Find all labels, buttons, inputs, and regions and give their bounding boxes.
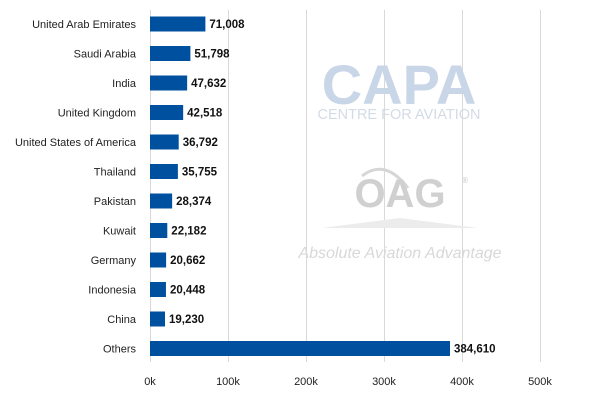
watermark-brand-sub: CENTRE FOR AVIATION <box>317 107 480 123</box>
category-label: Kuwait <box>103 226 136 238</box>
gridlines <box>150 10 541 362</box>
category-label: United Arab Emirates <box>32 19 136 31</box>
value-label: 36,792 <box>183 137 218 149</box>
value-labels: 71,008 51,798 47,632 42,518 36,792 35,755 28,3… <box>169 19 496 356</box>
category-label: Pakistan <box>94 196 136 208</box>
oag-underline-icon <box>322 218 478 228</box>
bar <box>150 134 179 150</box>
bar <box>150 282 166 297</box>
value-label: 28,374 <box>176 196 212 208</box>
value-label: 20,662 <box>170 255 205 267</box>
bar <box>150 105 184 120</box>
value-label: 42,518 <box>187 108 223 120</box>
oag-swoosh-icon <box>361 167 410 189</box>
bar <box>150 75 188 91</box>
category-label: Saudi Arabia <box>74 49 137 61</box>
category-label: China <box>107 314 137 326</box>
value-label: 384,610 <box>454 344 496 356</box>
category-label: Others <box>103 344 137 356</box>
value-label: 22,182 <box>171 226 206 238</box>
watermark-brand: CAPA <box>322 53 477 116</box>
bar <box>150 311 165 327</box>
bar <box>150 193 173 209</box>
bar <box>150 164 178 179</box>
value-label: 71,008 <box>209 19 245 31</box>
x-tick-label: 200k <box>294 376 318 388</box>
value-label: 47,632 <box>191 78 226 90</box>
watermark: CAPA CENTRE FOR AVIATION OAG ® Absolute … <box>297 53 501 262</box>
category-label: United Kingdom <box>58 108 136 120</box>
value-label: 19,230 <box>169 314 204 326</box>
watermark-partner: OAG <box>354 172 445 216</box>
bar <box>150 252 167 268</box>
watermark-partner-mark: ® <box>462 176 468 185</box>
bar <box>150 341 450 356</box>
category-labels: United Arab Emirates Saudi Arabia India Uni… <box>15 19 137 356</box>
x-tick-label: 0k <box>144 376 156 388</box>
bar <box>150 16 206 32</box>
bars <box>150 16 450 356</box>
bar <box>150 223 168 238</box>
watermark-tagline: Absolute Aviation Advantage <box>297 245 501 262</box>
value-label: 20,448 <box>170 285 206 297</box>
category-label: Indonesia <box>88 285 137 297</box>
value-label: 51,798 <box>194 49 230 61</box>
x-tick-label: 500k <box>528 376 552 388</box>
bar <box>150 46 191 61</box>
category-label: India <box>112 78 137 90</box>
category-label: Thailand <box>94 167 136 179</box>
x-tick-label: 400k <box>450 376 474 388</box>
x-tick-label: 300k <box>372 376 396 388</box>
category-label: United States of America <box>15 137 137 149</box>
category-label: Germany <box>91 255 137 267</box>
x-axis-tick-labels: 0k 100k 200k 300k 400k 500k <box>144 376 552 388</box>
x-tick-label: 100k <box>216 376 240 388</box>
value-label: 35,755 <box>182 167 218 179</box>
